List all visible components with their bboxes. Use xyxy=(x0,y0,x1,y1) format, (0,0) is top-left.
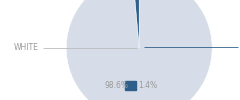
Wedge shape xyxy=(66,0,212,100)
Text: WHITE: WHITE xyxy=(14,44,39,52)
Text: 98.6%: 98.6% xyxy=(104,81,128,90)
FancyBboxPatch shape xyxy=(125,81,136,90)
FancyBboxPatch shape xyxy=(91,81,102,90)
Wedge shape xyxy=(133,0,139,48)
Text: 1.4%: 1.4% xyxy=(138,81,157,90)
